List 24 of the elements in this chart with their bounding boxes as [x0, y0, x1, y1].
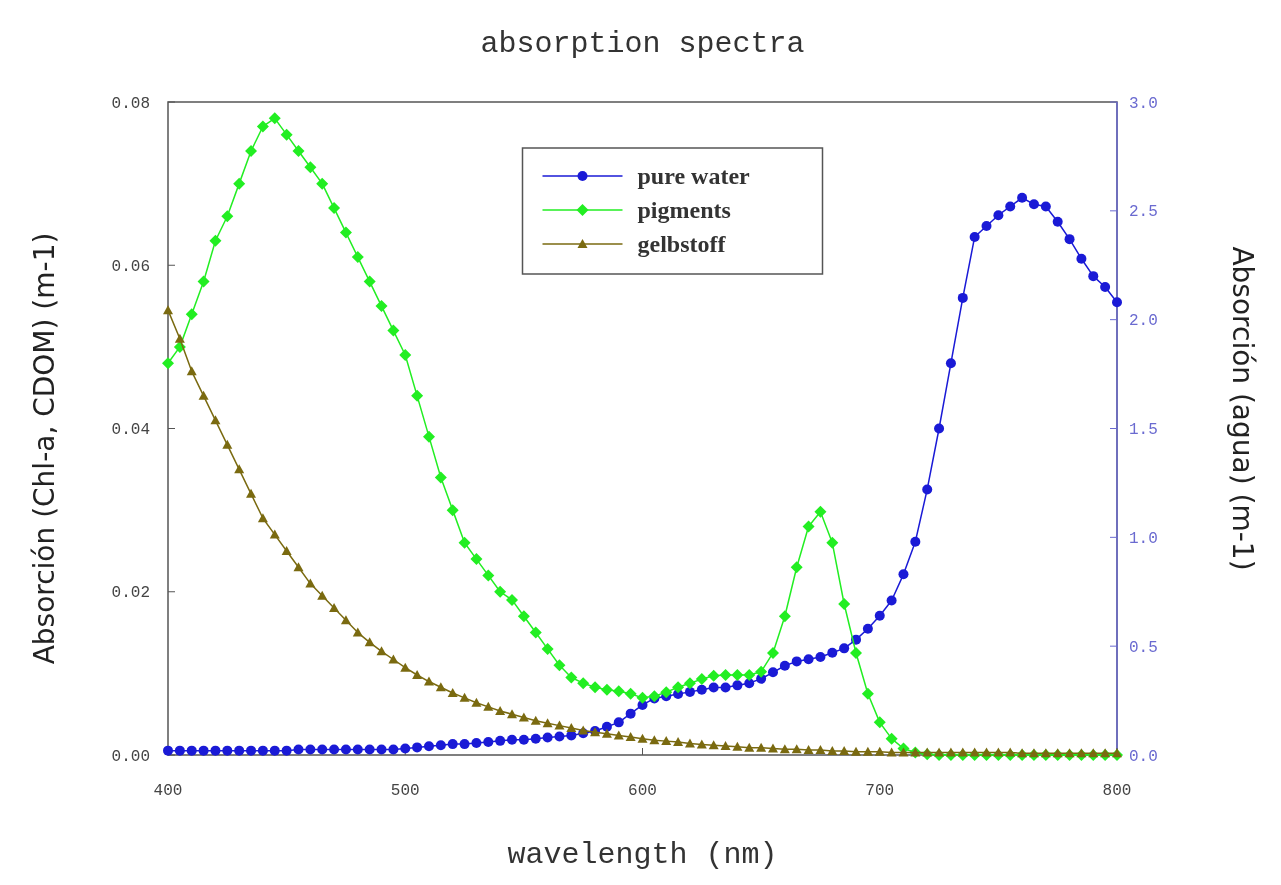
y2-tick-label: 1.0: [1129, 529, 1158, 548]
y2-tick-label: 2.5: [1129, 203, 1158, 222]
y-tick-label: 0.02: [111, 584, 150, 603]
y-tick-label: 0.04: [111, 421, 150, 440]
x-tick-label: 400: [153, 782, 183, 800]
x-tick-label: 500: [390, 782, 420, 800]
chart-title: absorption spectra: [480, 27, 805, 61]
y-tick-label: 0.08: [111, 94, 150, 113]
y2-tick-label: 3.0: [1129, 94, 1158, 113]
x-axis-title: wavelength (nm): [507, 838, 778, 872]
y-axis-title: Absorción (Chl-a, CDOM) (m-1): [28, 232, 61, 665]
y-tick-label: 0.00: [111, 747, 150, 766]
x-tick-label: 700: [865, 782, 895, 800]
legend-label: gelbstoff: [637, 231, 727, 258]
y2-tick-label: 0.5: [1129, 638, 1158, 657]
y2-tick-label: 2.0: [1129, 312, 1158, 331]
y-tick-label: 0.06: [111, 257, 150, 276]
x-tick-label: 800: [1102, 782, 1132, 800]
x-tick-label: 600: [628, 782, 657, 800]
y2-tick-label: 1.5: [1129, 421, 1158, 440]
legend-label: pigments: [637, 197, 731, 224]
y2-tick-label: 0.0: [1129, 747, 1158, 766]
legend-label: pure water: [637, 163, 751, 190]
y2-axis-title: Absorción (agua) (m-1): [1226, 246, 1259, 571]
